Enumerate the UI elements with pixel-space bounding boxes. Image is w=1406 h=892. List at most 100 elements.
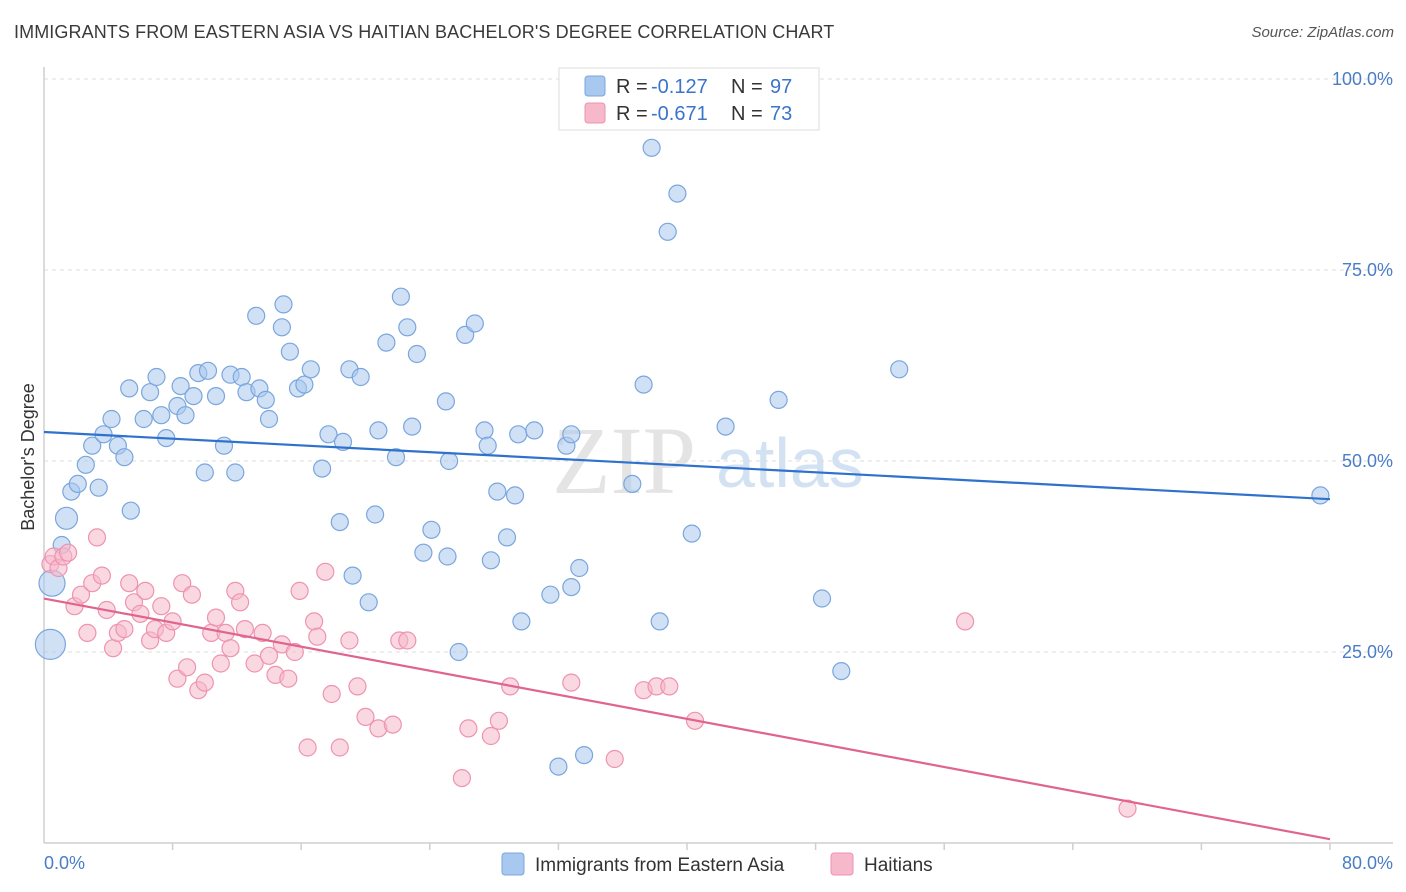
- legend-r-label: R =: [616, 76, 648, 98]
- data-point: [195, 463, 214, 482]
- data-point: [832, 661, 851, 681]
- data-point: [440, 451, 459, 471]
- data-point: [211, 654, 230, 673]
- data-point: [206, 608, 226, 627]
- data-point: [313, 459, 332, 478]
- legend-n-label: N =: [731, 103, 763, 125]
- data-point: [147, 367, 166, 387]
- data-point: [178, 658, 197, 677]
- data-point: [235, 619, 254, 639]
- data-point: [512, 612, 531, 631]
- data-point: [87, 528, 107, 547]
- data-point: [890, 360, 909, 379]
- data-point: [497, 528, 517, 547]
- data-point: [121, 501, 140, 520]
- axes: [43, 67, 1393, 844]
- data-point: [285, 642, 304, 662]
- y-axis-title: Bachelor's Degree: [18, 383, 38, 531]
- data-point: [438, 547, 457, 566]
- legend-n-value: 97: [770, 76, 792, 98]
- data-point: [391, 287, 410, 306]
- legend-n-label: N =: [731, 76, 763, 98]
- data-point: [247, 306, 266, 325]
- data-point: [152, 406, 171, 425]
- data-point: [330, 512, 349, 532]
- data-point: [120, 379, 139, 398]
- data-point: [403, 417, 422, 436]
- data-point: [245, 654, 264, 673]
- x-tick-label-min: 0.0%: [44, 853, 85, 873]
- legend-r-value: -0.127: [651, 76, 708, 98]
- data-point: [549, 757, 568, 776]
- source-label: Source: ZipAtlas.com: [1251, 24, 1394, 41]
- legend-r-label: R =: [616, 103, 648, 125]
- data-point: [642, 138, 661, 157]
- data-point: [134, 409, 153, 429]
- data-point: [383, 715, 402, 734]
- data-point: [509, 425, 528, 444]
- data-point: [103, 639, 123, 658]
- data-point: [574, 745, 594, 765]
- data-point: [253, 623, 272, 643]
- data-point: [386, 448, 406, 467]
- data-point: [319, 425, 338, 444]
- data-point: [660, 677, 679, 696]
- data-point: [398, 631, 417, 650]
- data-point: [436, 392, 455, 411]
- data-point: [92, 566, 112, 585]
- data-point: [141, 383, 160, 402]
- data-point: [658, 222, 677, 241]
- data-point: [459, 719, 478, 738]
- y-tick-label: 75.0%: [1342, 260, 1393, 280]
- data-point: [68, 474, 87, 493]
- data-point: [525, 421, 544, 440]
- y-tick-labels: 25.0% 50.0% 75.0% 100.0%: [1332, 69, 1393, 662]
- data-point: [290, 581, 309, 601]
- data-point: [54, 506, 79, 530]
- y-tick-label: 100.0%: [1332, 69, 1393, 89]
- data-point: [305, 612, 324, 631]
- data-point: [541, 585, 560, 604]
- x-tick-label-max: 80.0%: [1342, 853, 1393, 873]
- data-point: [171, 377, 190, 396]
- data-point: [206, 387, 226, 406]
- data-point: [34, 628, 67, 661]
- data-point: [226, 463, 245, 482]
- bottom-legend-label-eastern-asia: Immigrants from Eastern Asia: [535, 855, 785, 876]
- data-point: [422, 520, 441, 539]
- legend-swatch-haitians: [584, 102, 606, 124]
- data-point: [231, 593, 250, 612]
- data-point: [330, 738, 349, 757]
- data-point: [301, 360, 320, 379]
- y-tick-label: 25.0%: [1342, 642, 1393, 662]
- data-point: [562, 577, 581, 597]
- data-point: [348, 677, 367, 696]
- trend-lines: [43, 430, 1331, 841]
- data-point: [182, 585, 201, 604]
- data-point: [308, 627, 327, 646]
- data-point: [71, 585, 91, 604]
- data-point: [176, 406, 195, 425]
- data-point: [955, 612, 975, 631]
- y-tick-label: 50.0%: [1342, 451, 1393, 471]
- x-tick-labels: 0.0% 80.0%: [44, 853, 1393, 873]
- data-point: [184, 387, 203, 406]
- data-point: [1311, 486, 1330, 505]
- legend-r-value: -0.671: [651, 103, 708, 125]
- data-point: [115, 448, 134, 467]
- data-point: [377, 333, 396, 352]
- legend-swatch-eastern-asia: [584, 75, 606, 97]
- data-point: [131, 604, 150, 623]
- data-point: [562, 425, 581, 444]
- data-point: [1118, 799, 1137, 818]
- data-point: [316, 562, 335, 581]
- data-point: [136, 581, 155, 601]
- data-point: [83, 436, 102, 455]
- data-point: [449, 642, 468, 662]
- data-point: [152, 597, 171, 616]
- data-point: [259, 409, 279, 429]
- legend-n-value: 73: [770, 103, 792, 125]
- data-point: [682, 524, 701, 543]
- data-point: [668, 184, 687, 203]
